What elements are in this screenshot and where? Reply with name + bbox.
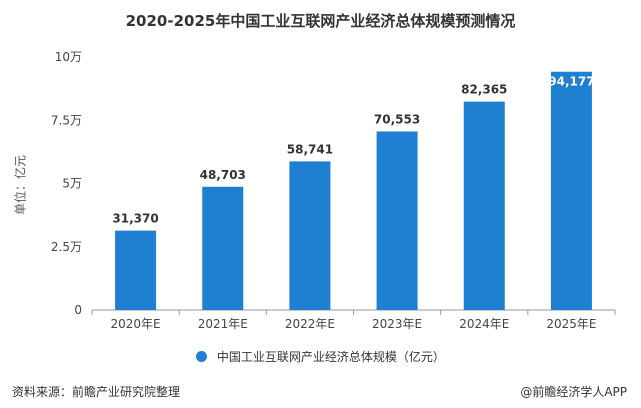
data-label: 94,177	[548, 75, 594, 89]
x-tick-label: 2020年E	[111, 317, 161, 331]
legend: 中国工业互联网产业经济总体规模（亿元）	[0, 348, 641, 365]
x-tick-label: 2022年E	[285, 317, 335, 331]
y-tick-label: 0	[74, 303, 82, 317]
bar	[202, 186, 244, 310]
y-tick-label: 7.5万	[51, 113, 82, 127]
y-tick-label: 2.5万	[51, 240, 82, 254]
data-label: 31,370	[112, 212, 158, 226]
bar	[115, 230, 157, 310]
bar	[463, 101, 505, 310]
brand-note: @前瞻经济学人APP	[520, 385, 627, 399]
bar	[376, 131, 418, 310]
source-note: 资料来源：前瞻产业研究院整理	[12, 385, 181, 399]
y-tick-label: 10万	[55, 50, 82, 64]
x-tick-label: 2021年E	[198, 317, 248, 331]
x-tick-label: 2023年E	[372, 317, 422, 331]
chart-title: 2020-2025年中国工业互联网产业经济总体规模预测情况	[125, 12, 516, 30]
data-label: 70,553	[374, 113, 420, 127]
data-label: 58,741	[287, 142, 333, 156]
bar	[550, 71, 592, 310]
legend-marker	[196, 351, 208, 362]
data-label: 48,703	[200, 168, 246, 182]
bar	[289, 161, 331, 310]
x-tick-label: 2024年E	[459, 317, 509, 331]
data-label: 82,365	[461, 83, 507, 97]
x-tick-label: 2025年E	[546, 317, 596, 331]
legend-label: 中国工业互联网产业经济总体规模（亿元）	[216, 350, 445, 364]
y-tick-label: 5万	[62, 177, 82, 191]
